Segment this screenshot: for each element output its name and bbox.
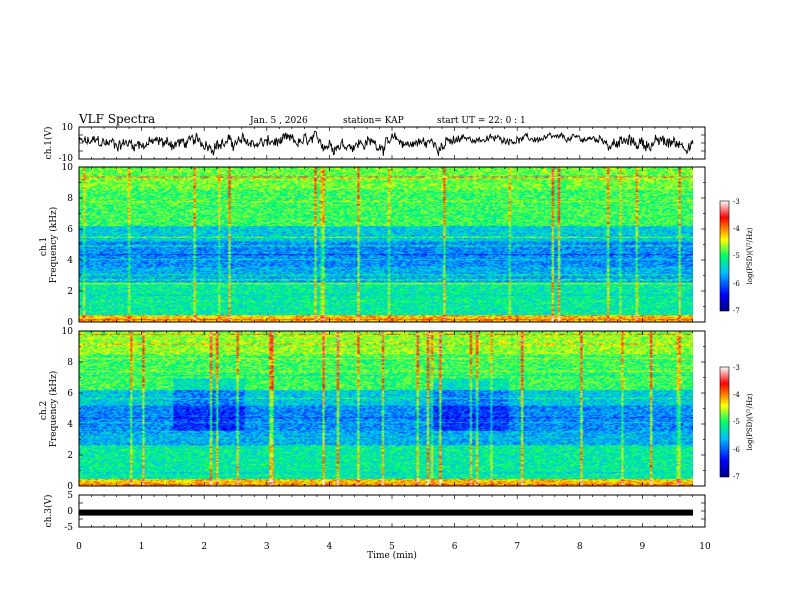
ch3-level-bar [79,509,693,516]
spec2-ytick-10: 10 [62,327,74,337]
start-time-label: start UT = 22: 0 : 1 [437,116,526,126]
spec1-ytick-10: 10 [62,163,74,173]
xtick-1: 1 [139,542,145,552]
spec1-ylabel-line2: Frequency (kHz) [48,207,59,284]
cb1-tick-neg4: -4 [733,225,740,233]
xtick-9: 9 [640,542,646,552]
ch1-waveform-frame [78,126,706,160]
cb1-label: log(PSD)(V²/Hz) [746,227,754,284]
xtick-3: 3 [264,542,270,552]
colorbar-1: -3 -4 -5 -6 -7 log(PSD)(V²/Hz) [719,198,754,315]
cb1-tick-neg7: -7 [733,307,740,315]
cb2-tick-neg7: -7 [733,473,740,481]
cb1-tick-neg6: -6 [733,280,740,288]
station-label: station= KAP [343,116,404,126]
cb2-label: log(PSD)(V²/Hz) [746,393,754,450]
spec2-ylabel-line2: Frequency (kHz) [48,371,59,448]
ch1-waveform-trace [78,130,694,156]
ch1-spectrogram-panel: 0 2 4 6 8 10 ch.1 Frequency (kHz) [39,163,706,328]
spec2-ytick-6: 6 [67,389,73,399]
xtick-10: 10 [699,542,711,552]
colorbar-1-gradient [719,200,730,312]
ch1-ytick-bottom: -10 [59,154,74,164]
ch2-spectrogram-image [79,331,693,486]
colorbar-2-gradient [719,366,730,478]
xtick-7: 7 [514,542,520,552]
ch3-ylabel: ch.3(V) [43,495,54,528]
spec2-ytick-8: 8 [67,358,73,368]
ch1-waveform-panel: 10 -10 ch.1(V) [43,123,706,164]
x-axis-label: Time (min) [367,550,417,561]
spec2-ylabel: ch.2 Frequency (kHz) [39,371,59,448]
cb1-tick-neg5: -5 [733,252,740,260]
cb1-tick-neg3: -3 [733,198,740,206]
xtick-2: 2 [201,542,207,552]
cb2-tick-neg4: -4 [733,391,740,399]
spec1-ytick-6: 6 [67,225,73,235]
ch3-ytick-0: 0 [67,507,73,517]
xtick-5: 5 [389,542,395,552]
spec2-ytick-2: 2 [67,451,73,461]
ch1-ylabel: ch.1(V) [43,127,54,160]
colorbar-2: -3 -4 -5 -6 -7 log(PSD)(V²/Hz) [719,364,754,481]
cb2-tick-neg5: -5 [733,418,740,426]
ch3-panel: 5 0 -5 ch.3(V) [43,491,706,533]
chart-title: VLF Spectra [78,112,155,126]
spec1-ytick-8: 8 [67,194,73,204]
cb2-tick-neg3: -3 [733,364,740,372]
xtick-8: 8 [577,542,583,552]
spec1-ytick-2: 2 [67,287,73,297]
spec2-ytick-0: 0 [67,482,73,492]
spec2-ytick-4: 4 [67,420,73,430]
xtick-4: 4 [327,542,333,552]
ch1-spectrogram-image [79,167,693,322]
spec1-ytick-0: 0 [67,318,73,328]
spec1-ylabel: ch.1 Frequency (kHz) [39,207,59,284]
ch2-spectrogram-panel: 0 2 4 6 8 10 ch.2 Frequency (kHz) [39,327,706,492]
spec1-ytick-4: 4 [67,256,73,266]
spec1-ylabel-line1: ch.1 [39,237,49,256]
ch3-ytick-5: 5 [67,491,73,501]
xtick-0: 0 [76,542,82,552]
date-label: Jan. 5 , 2026 [249,116,308,126]
ch1-ytick-top: 10 [62,123,74,133]
x-axis: 0 1 2 3 4 5 6 7 8 9 10 Time (min) [76,542,711,561]
xtick-6: 6 [452,542,458,552]
axis-ticks [78,126,706,528]
spec2-ylabel-line1: ch.2 [39,401,49,420]
ch3-ytick-neg5: -5 [64,523,73,533]
cb2-tick-neg6: -6 [733,446,740,454]
